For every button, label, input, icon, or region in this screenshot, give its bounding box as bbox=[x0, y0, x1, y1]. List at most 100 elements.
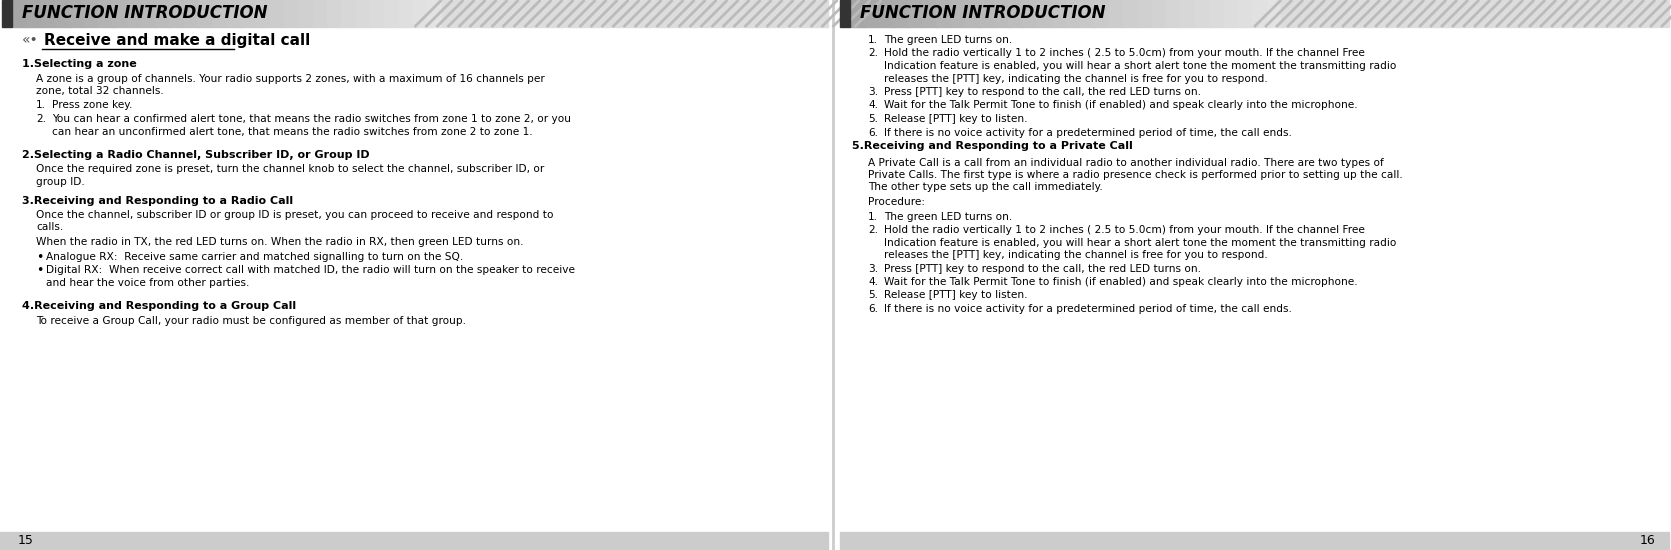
Bar bbox=[1252, 0, 1267, 27]
Text: Private Calls. The first type is where a radio presence check is performed prior: Private Calls. The first type is where a… bbox=[867, 170, 1402, 180]
Text: 3.Receiving and Responding to a Radio Call: 3.Receiving and Responding to a Radio Ca… bbox=[22, 195, 292, 206]
Text: You can hear a confirmed alert tone, that means the radio switches from zone 1 t: You can hear a confirmed alert tone, tha… bbox=[52, 114, 571, 124]
Bar bbox=[964, 0, 979, 27]
Bar bbox=[12, 0, 27, 27]
Bar bbox=[341, 0, 356, 27]
Text: Release [PTT] key to listen.: Release [PTT] key to listen. bbox=[884, 290, 1028, 300]
Bar bbox=[1036, 0, 1051, 27]
Text: releases the [PTT] key, indicating the channel is free for you to respond.: releases the [PTT] key, indicating the c… bbox=[884, 250, 1268, 260]
Text: A zone is a group of channels. Your radio supports 2 zones, with a maximum of 16: A zone is a group of channels. Your radi… bbox=[37, 74, 545, 84]
Bar bbox=[1008, 0, 1023, 27]
Text: 3.: 3. bbox=[867, 263, 879, 273]
Bar bbox=[936, 0, 951, 27]
Text: 4.: 4. bbox=[867, 277, 877, 287]
Bar bbox=[99, 0, 112, 27]
Text: 1.Selecting a zone: 1.Selecting a zone bbox=[22, 59, 137, 69]
Text: Indication feature is enabled, you will hear a short alert tone the moment the t: Indication feature is enabled, you will … bbox=[884, 61, 1397, 71]
Text: Receive and make a digital call: Receive and make a digital call bbox=[43, 32, 311, 47]
Bar bbox=[951, 0, 966, 27]
Bar bbox=[841, 532, 1669, 550]
Text: Release [PTT] key to listen.: Release [PTT] key to listen. bbox=[884, 114, 1028, 124]
Text: 5.: 5. bbox=[867, 114, 877, 124]
Text: 2.: 2. bbox=[867, 48, 877, 58]
Text: FUNCTION INTRODUCTION: FUNCTION INTRODUCTION bbox=[861, 4, 1106, 23]
Bar bbox=[413, 0, 428, 27]
Text: 5.: 5. bbox=[867, 290, 877, 300]
Bar bbox=[55, 0, 70, 27]
Bar bbox=[1282, 0, 1669, 27]
Text: 15: 15 bbox=[18, 535, 33, 547]
Bar bbox=[312, 0, 328, 27]
Text: 16: 16 bbox=[1639, 535, 1654, 547]
Text: The green LED turns on.: The green LED turns on. bbox=[884, 35, 1013, 45]
Text: 6.: 6. bbox=[867, 304, 877, 314]
Bar bbox=[299, 0, 312, 27]
Text: 3.: 3. bbox=[867, 87, 879, 97]
Text: Wait for the Talk Permit Tone to finish (if enabled) and speak clearly into the : Wait for the Talk Permit Tone to finish … bbox=[884, 277, 1357, 287]
Bar bbox=[227, 0, 242, 27]
Bar bbox=[1238, 0, 1253, 27]
Text: Once the required zone is preset, turn the channel knob to select the channel, s: Once the required zone is preset, turn t… bbox=[37, 164, 545, 174]
Text: FUNCTION INTRODUCTION: FUNCTION INTRODUCTION bbox=[22, 4, 267, 23]
Text: The other type sets up the call immediately.: The other type sets up the call immediat… bbox=[867, 183, 1103, 192]
Bar bbox=[1223, 0, 1238, 27]
Text: Wait for the Talk Permit Tone to finish (if enabled) and speak clearly into the : Wait for the Talk Permit Tone to finish … bbox=[884, 101, 1357, 111]
Bar bbox=[0, 532, 829, 550]
Bar bbox=[384, 0, 399, 27]
Bar bbox=[155, 0, 170, 27]
Text: A Private Call is a call from an individual radio to another individual radio. T: A Private Call is a call from an individ… bbox=[867, 157, 1384, 168]
Bar bbox=[1051, 0, 1066, 27]
Bar bbox=[27, 0, 42, 27]
Bar bbox=[369, 0, 384, 27]
Bar bbox=[841, 0, 851, 27]
Text: Hold the radio vertically 1 to 2 inches ( 2.5 to 5.0cm) from your mouth. If the : Hold the radio vertically 1 to 2 inches … bbox=[884, 225, 1365, 235]
Bar bbox=[284, 0, 299, 27]
Text: If there is no voice activity for a predetermined period of time, the call ends.: If there is no voice activity for a pred… bbox=[884, 128, 1292, 138]
Text: The green LED turns on.: The green LED turns on. bbox=[884, 212, 1013, 222]
Text: group ID.: group ID. bbox=[37, 177, 85, 187]
Bar bbox=[1195, 0, 1210, 27]
Bar bbox=[1108, 0, 1123, 27]
Text: Hold the radio vertically 1 to 2 inches ( 2.5 to 5.0cm) from your mouth. If the : Hold the radio vertically 1 to 2 inches … bbox=[884, 48, 1365, 58]
Text: Procedure:: Procedure: bbox=[867, 197, 926, 207]
Text: Digital RX:  When receive correct call with matched ID, the radio will turn on t: Digital RX: When receive correct call wi… bbox=[47, 265, 575, 275]
Bar bbox=[907, 0, 922, 27]
Text: «•: «• bbox=[22, 33, 38, 47]
Bar bbox=[184, 0, 199, 27]
Text: Press zone key.: Press zone key. bbox=[52, 101, 132, 111]
Bar bbox=[879, 0, 894, 27]
Text: Once the channel, subscriber ID or group ID is preset, you can proceed to receiv: Once the channel, subscriber ID or group… bbox=[37, 210, 553, 220]
Bar bbox=[112, 0, 127, 27]
Bar bbox=[256, 0, 271, 27]
Bar bbox=[212, 0, 227, 27]
Bar bbox=[1166, 0, 1181, 27]
Bar bbox=[1151, 0, 1166, 27]
Bar bbox=[1180, 0, 1195, 27]
Text: 4.: 4. bbox=[867, 101, 877, 111]
Bar bbox=[328, 0, 343, 27]
Bar bbox=[269, 0, 284, 27]
Bar bbox=[1023, 0, 1038, 27]
Bar bbox=[40, 0, 55, 27]
Text: Analogue RX:  Receive same carrier and matched signalling to turn on the SQ.: Analogue RX: Receive same carrier and ma… bbox=[47, 251, 463, 261]
Text: •: • bbox=[37, 264, 43, 277]
Text: 4.Receiving and Responding to a Group Call: 4.Receiving and Responding to a Group Ca… bbox=[22, 301, 296, 311]
Bar bbox=[864, 0, 879, 27]
Text: zone, total 32 channels.: zone, total 32 channels. bbox=[37, 86, 164, 96]
Text: To receive a Group Call, your radio must be configured as member of that group.: To receive a Group Call, your radio must… bbox=[37, 316, 466, 326]
Bar bbox=[140, 0, 155, 27]
Text: 2.: 2. bbox=[867, 225, 877, 235]
Bar bbox=[84, 0, 99, 27]
Bar bbox=[399, 0, 413, 27]
Bar bbox=[994, 0, 1009, 27]
Text: 2.Selecting a Radio Channel, Subscriber ID, or Group ID: 2.Selecting a Radio Channel, Subscriber … bbox=[22, 150, 369, 160]
Text: 1.: 1. bbox=[867, 212, 877, 222]
Bar bbox=[69, 0, 84, 27]
Text: calls.: calls. bbox=[37, 223, 63, 233]
Bar bbox=[922, 0, 937, 27]
Bar bbox=[1123, 0, 1138, 27]
Text: releases the [PTT] key, indicating the channel is free for you to respond.: releases the [PTT] key, indicating the c… bbox=[884, 74, 1268, 84]
Text: 6.: 6. bbox=[867, 128, 877, 138]
Bar bbox=[851, 0, 866, 27]
Text: 1.: 1. bbox=[37, 101, 47, 111]
